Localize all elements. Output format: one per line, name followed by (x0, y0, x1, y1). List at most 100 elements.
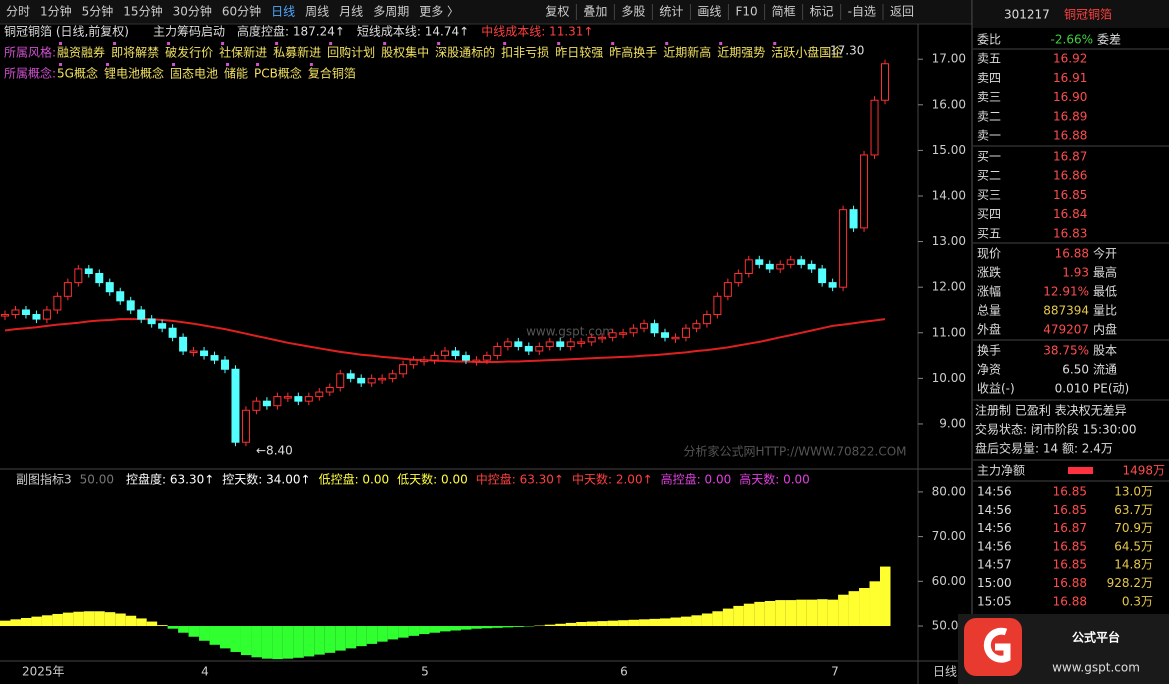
tag[interactable]: 昨日较强 (555, 45, 603, 60)
tag[interactable]: 昨高换手 (609, 45, 657, 60)
tag[interactable]: 即将解禁 (111, 46, 159, 60)
tag[interactable]: 融资融券 (57, 45, 105, 60)
toolbar-tab[interactable]: 多周期 (373, 5, 409, 19)
candle (849, 209, 858, 229)
toolbar-button[interactable]: 统计 (659, 5, 683, 19)
tag[interactable]: 近期强势 (717, 46, 765, 60)
tag[interactable]: 回购计划 (327, 45, 375, 60)
indicator-value: 控盘度: 63.30↑ (126, 472, 214, 487)
candle (388, 373, 397, 379)
tag-dot (256, 63, 260, 66)
toolbar-button[interactable]: 简框 (772, 5, 796, 19)
candle (807, 263, 816, 270)
candle (556, 341, 565, 347)
candle (137, 309, 146, 320)
indicator-bar (775, 600, 786, 627)
field-label: 主力净额 (977, 464, 1025, 478)
field-value: 887394 (1043, 304, 1089, 318)
ask-label: 卖五 (977, 52, 1001, 66)
candle (74, 268, 83, 284)
quote-header-bg (973, 0, 1169, 28)
toolbar-tab[interactable]: 更多 〉 (419, 5, 459, 19)
toolbar-tab[interactable]: 月线 (339, 5, 363, 19)
field-label: 今开 (1093, 246, 1117, 261)
tag-dot (503, 42, 507, 45)
tag[interactable]: 股权集中 (381, 45, 429, 60)
indicator-bar (806, 599, 818, 627)
candle (252, 400, 261, 411)
tag[interactable]: 近期新高 (663, 45, 711, 60)
field-value: 6.50 (1062, 363, 1089, 377)
toolbar-tab[interactable]: 分时 (6, 5, 30, 19)
toolbar-button[interactable]: -自选 (848, 5, 876, 19)
toolbar-tab[interactable]: 1分钟 (40, 4, 72, 19)
field-label: 外盘 (977, 322, 1001, 337)
indicator-bar (62, 612, 74, 627)
candle (189, 350, 198, 354)
trade-time: 14:57 (977, 558, 1012, 572)
tag[interactable]: 扣非亏损 (501, 46, 549, 60)
toolbar-tab[interactable]: 5分钟 (82, 4, 114, 19)
tag-dot (221, 42, 225, 45)
toolbar-tab[interactable]: 30分钟 (173, 4, 212, 19)
candle (723, 282, 732, 297)
tag[interactable]: 活跃小盘国企 (771, 45, 843, 60)
indicator-info: 中线成本线: 11.31↑ (481, 24, 593, 39)
field-value: 38.75% (1043, 344, 1089, 358)
toolbar-tab[interactable]: 15分钟 (123, 4, 162, 19)
tag[interactable]: PCB概念 (254, 66, 302, 81)
candle (53, 295, 62, 311)
toolbar-tab[interactable]: 日线 (271, 5, 295, 19)
toolbar-button[interactable]: F10 (735, 5, 757, 19)
logo-icon (964, 618, 1022, 676)
tag-dot (105, 63, 109, 66)
indicator-bar (251, 626, 262, 658)
tag[interactable]: 5G概念 (57, 66, 98, 81)
toolbar-button[interactable]: 叠加 (583, 5, 607, 19)
indicator-value: 低控盘: 0.00 (319, 472, 390, 487)
indicator-bar (345, 626, 357, 649)
candle (116, 291, 125, 302)
y-tick-label: 80.00 (932, 484, 966, 498)
trade-time: 14:56 (977, 485, 1012, 499)
indicator-bar (859, 588, 870, 627)
tag[interactable]: 私募新进 (273, 45, 321, 60)
tag[interactable]: 社保新进 (219, 45, 267, 60)
ask-label: 卖一 (977, 129, 1001, 143)
indicator-bar (785, 600, 797, 627)
y-tick-label: 70.00 (932, 529, 966, 543)
toolbar-button[interactable]: 复权 (545, 5, 569, 19)
tag[interactable]: 深股通标的 (435, 45, 495, 60)
toolbar-button[interactable]: 标记 (810, 5, 834, 19)
field-value: -2.66% (1051, 33, 1093, 47)
tag[interactable]: 破发行价 (165, 45, 213, 60)
toolbar-button[interactable]: 返回 (890, 5, 914, 19)
candle (451, 350, 460, 357)
candle (734, 272, 743, 284)
tag-dot (329, 42, 333, 45)
toolbar-button[interactable]: 多股 (621, 5, 645, 19)
toolbar-button[interactable]: 画线 (697, 5, 721, 19)
indicator-bar (827, 599, 839, 627)
x-tick-label: 6 (620, 665, 628, 679)
candle (325, 386, 334, 393)
toolbar-tab[interactable]: 周线 (305, 5, 329, 19)
candle (535, 345, 544, 352)
candle (283, 396, 292, 399)
indicator-bar (492, 626, 503, 628)
tag[interactable]: 锂电池概念 (104, 66, 164, 81)
indicator-bar (83, 611, 95, 627)
y-tick-label: 12.00 (932, 280, 966, 294)
candle (357, 377, 366, 384)
tag[interactable]: 储能 (224, 66, 248, 81)
tag[interactable]: 复合铜箔 (308, 66, 356, 81)
toolbar-tab[interactable]: 60分钟 (222, 4, 261, 19)
annotation: 17.30 (830, 44, 864, 58)
field-value: 1.93 (1062, 266, 1089, 280)
ask-price: 16.90 (1053, 90, 1087, 104)
bid-price: 16.87 (1053, 150, 1087, 164)
candle (545, 341, 554, 347)
tag[interactable]: 固态电池 (170, 67, 218, 81)
candle (147, 318, 156, 325)
candle (661, 332, 669, 338)
